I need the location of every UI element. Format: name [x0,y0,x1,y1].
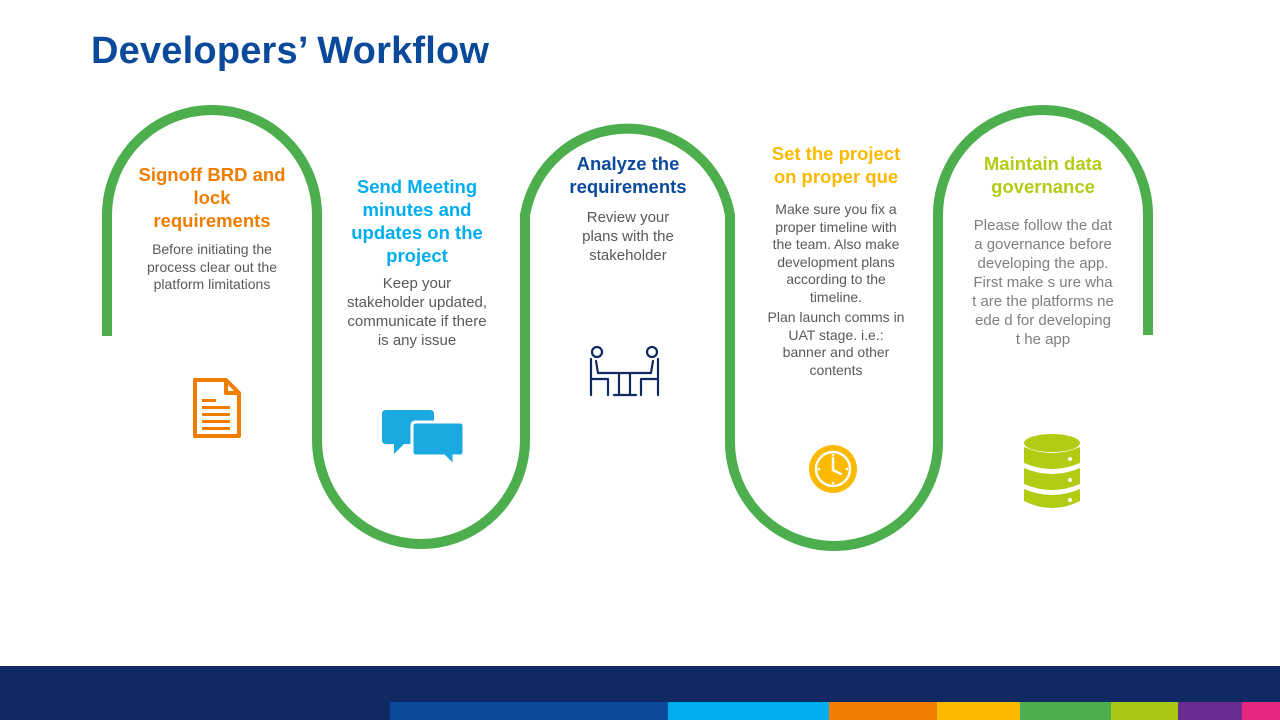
step-description: Before initiating the process clear out … [147,241,277,292]
document-icon [193,378,241,438]
step-description-secondary: Plan launch comms in UAT stage. i.e.: ba… [767,309,905,378]
step-heading: Set the project on proper que [771,143,901,187]
footer-stripe-blue [390,702,668,720]
step-heading: Signoff BRD and lock requirements [138,164,286,231]
footer-stripe-yellow [937,702,1020,720]
footer-stripe-purple [1178,702,1242,720]
step-description: Review your plans with the stakeholder [582,209,674,264]
step-heading: Analyze the requirements [569,153,687,197]
step-maintain-data-governance: Maintain data governance Please follow t… [965,152,1121,349]
page-title: Developers’ Workflow [91,30,490,72]
footer-stripe-orange [829,702,937,720]
footer-stripe-lime [1111,702,1178,720]
step-analyze-requirements: Analyze the requirements Review your pla… [553,152,703,265]
clock-icon [809,445,857,493]
meeting-icon [589,345,660,397]
footer-stripe-pink [1242,702,1280,720]
step-heading: Maintain data governance [983,153,1103,197]
step-send-meeting-minutes: Send Meeting minutes and updates on the … [338,175,496,350]
step-description: Keep your stakeholder updated, communica… [346,275,488,349]
footer-stripe-cyan [668,702,829,720]
chat-bubbles-icon [382,410,466,468]
step-signoff-brd: Signoff BRD and lock requirements Before… [136,163,288,294]
footer-stripe-green [1020,702,1111,720]
step-set-project-que: Set the project on proper que Make sure … [760,142,912,379]
database-icon [1024,434,1080,508]
step-description: Please follow the data governance before… [972,217,1114,348]
step-heading: Send Meeting minutes and updates on the … [351,176,483,266]
step-description: Make sure you fix a proper timeline with… [772,201,900,305]
